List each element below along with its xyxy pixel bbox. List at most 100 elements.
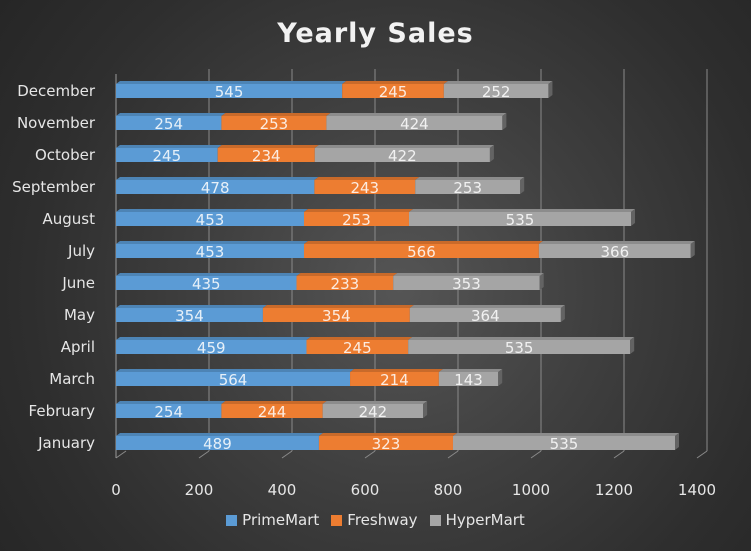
bar-segment	[303, 244, 539, 258]
floor-gridline	[447, 450, 459, 459]
bar-segment	[408, 212, 632, 226]
data-label: 353	[452, 275, 481, 293]
y-tick-label: July	[67, 242, 95, 260]
bar-side-face	[502, 113, 507, 130]
y-tick-label: September	[12, 178, 96, 196]
bar-top-face	[408, 209, 636, 212]
bar-top-face	[538, 241, 695, 244]
data-label: 233	[331, 275, 360, 293]
y-tick-label: June	[61, 274, 95, 292]
bar-segment	[116, 340, 307, 354]
chart-title: Yearly Sales	[277, 18, 474, 49]
data-label: 354	[175, 307, 204, 325]
legend-label: HyperMart	[445, 511, 525, 529]
data-label: 253	[342, 211, 371, 229]
bar-segment	[438, 372, 499, 386]
data-label: 254	[154, 403, 183, 421]
legend-item: Freshway	[331, 511, 418, 529]
y-tick-label: October	[35, 146, 96, 164]
data-label: 143	[454, 371, 483, 389]
x-tick-label: 200	[185, 481, 214, 499]
data-label: 478	[201, 179, 230, 197]
data-label: 453	[196, 243, 225, 261]
bar-segment	[326, 116, 503, 130]
bar-top-face	[342, 81, 448, 84]
data-label: 234	[252, 147, 281, 165]
data-label: 545	[215, 83, 244, 101]
bar-side-face	[560, 305, 565, 322]
x-tick-label: 600	[351, 481, 380, 499]
bar-side-face	[690, 241, 695, 258]
data-label: 489	[203, 435, 232, 453]
data-label: 214	[380, 371, 409, 389]
floor-gridline	[613, 450, 625, 459]
bar-top-face	[221, 113, 331, 116]
floor-gridline	[696, 450, 708, 459]
bar-segment	[221, 404, 323, 418]
data-label: 245	[343, 339, 372, 357]
data-label: 535	[550, 435, 579, 453]
x-tick-label: 400	[268, 481, 297, 499]
bar-top-face	[393, 273, 544, 276]
data-label: 535	[506, 211, 535, 229]
data-label: 242	[359, 403, 388, 421]
data-label: 254	[154, 115, 183, 133]
data-label: 253	[453, 179, 482, 197]
bar-top-face	[116, 401, 226, 404]
bar-side-face	[498, 369, 503, 386]
bar-side-face	[548, 81, 553, 98]
data-label: 244	[258, 403, 287, 421]
legend: PrimeMart Freshway HyperMart	[0, 511, 751, 529]
bar-segment	[116, 372, 351, 386]
bar-side-face	[423, 401, 428, 418]
data-label: 422	[388, 147, 417, 165]
data-label: 564	[219, 371, 248, 389]
y-tick-label: April	[61, 338, 95, 356]
bar-segment	[262, 308, 410, 322]
bar-top-face	[408, 337, 635, 340]
bar-top-face	[217, 145, 319, 148]
bar-top-face	[116, 209, 308, 212]
data-label: 435	[192, 275, 221, 293]
data-label: 535	[505, 339, 534, 357]
data-label: 424	[400, 115, 429, 133]
bar-segment	[116, 276, 297, 290]
bar-top-face	[116, 177, 319, 180]
bar-top-face	[452, 433, 680, 436]
bar-top-face	[415, 177, 525, 180]
bar-segment	[221, 116, 327, 130]
bar-side-face	[520, 177, 525, 194]
bar-segment	[322, 404, 424, 418]
floor-gridline	[115, 450, 127, 459]
data-label: 245	[153, 147, 182, 165]
legend-item: HyperMart	[429, 511, 525, 529]
bar-segment	[443, 84, 549, 98]
data-label: 253	[260, 115, 289, 133]
legend-label: Freshway	[347, 511, 418, 529]
bar-top-face	[314, 177, 420, 180]
bar-segment	[393, 276, 540, 290]
data-label: 453	[196, 211, 225, 229]
legend-item: PrimeMart	[226, 511, 319, 529]
bar-top-face	[221, 401, 327, 404]
bar-segment	[314, 148, 490, 162]
bar-segment	[409, 308, 561, 322]
y-tick-label: November	[17, 114, 96, 132]
bar-side-face	[630, 337, 635, 354]
y-tick-label: March	[49, 370, 95, 388]
bar-top-face	[116, 337, 311, 340]
y-tick-label: December	[17, 82, 96, 100]
bar-top-face	[262, 305, 414, 308]
bar-segment	[538, 244, 691, 258]
bar-segment	[306, 340, 409, 354]
data-label: 366	[601, 243, 630, 261]
bar-segment	[296, 276, 394, 290]
floor-gridline	[530, 450, 542, 459]
bar-top-face	[116, 305, 267, 308]
bar-segment	[217, 148, 315, 162]
x-tick-label: 800	[434, 481, 463, 499]
legend-label: PrimeMart	[242, 511, 320, 529]
bar-segment	[116, 212, 304, 226]
data-label: 354	[322, 307, 351, 325]
